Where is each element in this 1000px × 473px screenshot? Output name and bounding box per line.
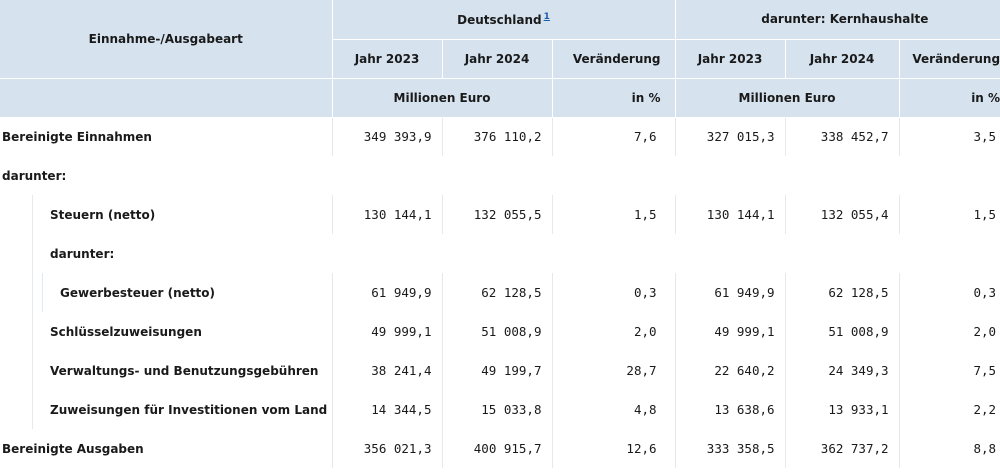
cell-value: 28,7 [551, 351, 676, 390]
cell-value: 2,2 [898, 390, 1000, 429]
cell-value: 7,5 [898, 351, 1000, 390]
cell-value: 349 393,9 [331, 117, 442, 156]
cell-value: 132 055,4 [784, 195, 900, 234]
table-row: Schlüsselzuweisungen 49 999,1 51 008,9 2… [0, 312, 1000, 351]
cell-value: 2,0 [551, 312, 676, 351]
table-row: Bereinigte Ausgaben 356 021,3 400 915,7 … [0, 429, 1000, 468]
row-label: Verwaltungs- und Benutzungsgebühren [0, 351, 332, 390]
cell-value: 15 033,8 [441, 390, 552, 429]
header-year-2024: Jahr 2024 [441, 39, 552, 79]
header-unit-money: Millionen Euro [331, 78, 552, 118]
cell-value: 61 949,9 [674, 273, 786, 312]
header-unit-empty [0, 78, 332, 118]
table-row: Steuern (netto) 130 144,1 132 055,5 1,5 … [0, 195, 1000, 234]
header-year-2023-kern: Jahr 2023 [674, 39, 786, 79]
header-category: Einnahme-/Ausgabeart [0, 0, 332, 79]
row-label: Schlüsselzuweisungen [0, 312, 332, 351]
header-unit-pct-kern: in % [898, 78, 1000, 118]
table-row: darunter: [0, 156, 1000, 195]
cell-value: 61 949,9 [331, 273, 442, 312]
cell-value: 362 737,2 [784, 429, 900, 468]
cell-value: 62 128,5 [441, 273, 552, 312]
cell-value: 2,0 [898, 312, 1000, 351]
header-group-deutschland: Deutschland 1 [331, 0, 676, 40]
cell-value: 38 241,4 [331, 351, 442, 390]
table-row: Gewerbesteuer (netto) 61 949,9 62 128,5 … [0, 273, 1000, 312]
row-label: Zuweisungen für Investitionen vom Land [0, 390, 332, 429]
header-change: Veränderung [551, 39, 676, 79]
cell-value: 8,8 [898, 429, 1000, 468]
cell-value: 4,8 [551, 390, 676, 429]
cell-value: 7,6 [551, 117, 676, 156]
cell-value: 338 452,7 [784, 117, 900, 156]
cell-value: 327 015,3 [674, 117, 786, 156]
cell-value: 49 199,7 [441, 351, 552, 390]
header-year-2024-kern: Jahr 2024 [784, 39, 900, 79]
row-label: Steuern (netto) [0, 195, 332, 234]
header-group-kernhaushalte: darunter: Kernhaushalte [674, 0, 1000, 40]
row-label: Bereinigte Ausgaben [2, 441, 144, 456]
cell-value: 13 638,6 [674, 390, 786, 429]
cell-value: 24 349,3 [784, 351, 900, 390]
cell-value: 49 999,1 [674, 312, 786, 351]
cell-value: 1,5 [898, 195, 1000, 234]
row-label: darunter: [0, 234, 332, 273]
table-row: Bereinigte Einnahmen 349 393,9 376 110,2… [0, 117, 1000, 156]
cell-value: 0,3 [551, 273, 676, 312]
empty-cells [332, 234, 1000, 273]
cell-value: 12,6 [551, 429, 676, 468]
row-label: Bereinigte Einnahmen [2, 129, 152, 144]
cell-value: 0,3 [898, 273, 1000, 312]
row-label: darunter: [2, 168, 67, 183]
table-row: Verwaltungs- und Benutzungsgebühren 38 2… [0, 351, 1000, 390]
cell-value: 3,5 [898, 117, 1000, 156]
cell-value: 62 128,5 [784, 273, 900, 312]
header-group-deutschland-label: Deutschland [457, 12, 542, 27]
empty-cells [332, 156, 1000, 195]
cell-value: 13 933,1 [784, 390, 900, 429]
header-change-kern: Veränderung [898, 39, 1000, 79]
cell-value: 49 999,1 [331, 312, 442, 351]
table-row: darunter: [0, 234, 1000, 273]
cell-value: 356 021,3 [331, 429, 442, 468]
header-unit-pct: in % [551, 78, 676, 118]
table-row: Zuweisungen für Investitionen vom Land 1… [0, 390, 1000, 429]
header-year-2023: Jahr 2023 [331, 39, 442, 79]
cell-value: 130 144,1 [674, 195, 786, 234]
cell-value: 400 915,7 [441, 429, 552, 468]
cell-value: 51 008,9 [441, 312, 552, 351]
cell-value: 333 358,5 [674, 429, 786, 468]
cell-value: 132 055,5 [441, 195, 552, 234]
cell-value: 22 640,2 [674, 351, 786, 390]
row-label: Gewerbesteuer (netto) [0, 273, 332, 312]
footnote-link[interactable]: 1 [543, 11, 550, 22]
cell-value: 130 144,1 [331, 195, 442, 234]
cell-value: 1,5 [551, 195, 676, 234]
header-unit-money-kern: Millionen Euro [674, 78, 900, 118]
cell-value: 376 110,2 [441, 117, 552, 156]
cell-value: 14 344,5 [331, 390, 442, 429]
cell-value: 51 008,9 [784, 312, 900, 351]
